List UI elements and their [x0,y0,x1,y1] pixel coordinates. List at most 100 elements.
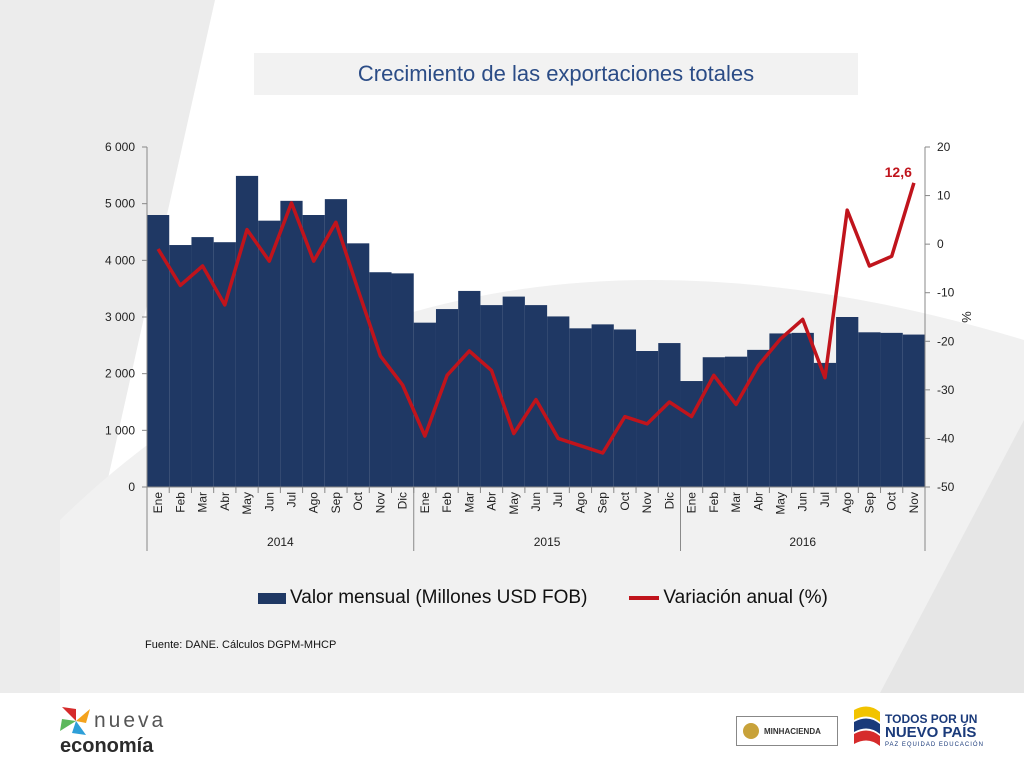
legend-bar-label: Valor mensual (Millones USD FOB) [290,587,588,608]
right-tick-label: -10 [937,286,955,300]
bar [613,329,637,487]
right-axis-label: % [959,311,974,323]
legend-line-swatch [629,596,660,600]
pinwheel-icon [60,707,90,735]
left-tick-label: 2 000 [105,367,135,381]
right-tick-label: -50 [937,480,955,494]
bar [569,328,592,487]
bar [347,243,370,487]
bar [280,200,303,488]
bar [880,332,903,487]
right-tick-label: 20 [937,140,951,154]
month-label: Ago [307,492,321,514]
month-label: Oct [351,491,365,510]
left-tick-label: 4 000 [105,253,135,267]
labels: 0 1 000 2 000 3 000 4 000 5 000 6 000 -50 -40 -30… [105,140,974,549]
bar [302,215,325,487]
last-value-annotation: 12,6 [885,164,912,180]
year-label: 2015 [534,535,561,549]
right-tick-label: -20 [937,334,955,348]
bar [702,357,725,487]
month-label: Jul [284,492,298,507]
right-tick-label: -40 [937,431,955,445]
right-tick-label: 10 [937,189,951,203]
month-label: Abr [485,492,499,511]
month-label: Jun [796,492,810,511]
bar [547,316,570,487]
month-label: Oct [885,491,899,510]
month-label: Mar [729,492,743,513]
chart-title: Crecimiento de las exportaciones totales [357,61,755,86]
bar [369,272,392,487]
chart-title-box: Crecimiento de las exportaciones totales [254,53,858,95]
right-tick-label: 0 [937,237,944,251]
month-label: Nov [907,492,921,513]
minhacienda-logo: MINHACIENDA [736,716,838,746]
bar [902,334,925,487]
month-label: Abr [218,492,232,511]
axes [142,146,930,551]
bar [836,317,859,487]
bar [724,356,748,487]
left-tick-label: 5 000 [105,197,135,211]
left-tick-label: 6 000 [105,140,135,154]
month-label: Nov [373,492,387,513]
bar [747,349,770,487]
month-label: Ago [840,492,854,514]
month-label: Sep [329,492,343,514]
bar [324,199,348,487]
bar [213,242,236,487]
month-label: Ago [573,492,587,514]
legend: Valor mensual (Millones USD FOB) Variaci… [258,584,828,612]
bar [435,309,459,487]
bar [191,237,214,487]
bar [235,175,259,487]
variation-line [156,182,916,455]
left-tick-label: 0 [128,480,135,494]
bar [391,273,414,487]
month-label: Jun [529,492,543,511]
bar [524,305,548,487]
month-label: Dic [662,492,676,509]
bar [813,362,837,487]
bar [680,381,703,487]
month-label: Mar [196,492,210,513]
bar [769,333,792,487]
footer [0,693,1024,768]
seal-icon [743,723,759,739]
bar [858,332,881,487]
bar [413,322,436,487]
month-label: Ene [151,492,165,514]
bar [147,215,170,487]
month-label: Ene [418,492,432,514]
bar [258,220,281,487]
year-label: 2016 [789,535,816,549]
month-label: Abr [751,492,765,511]
bar [791,332,814,487]
bar [658,343,681,487]
nueva-economia-logo: nueva economía [56,703,196,761]
todos-por-un-nuevo-pais-logo: TODOS POR UN NUEVO PAÍS PAZ EQUIDAD EDUC… [850,702,983,758]
month-label: Ene [685,492,699,514]
left-tick-label: 1 000 [105,423,135,437]
bar [502,296,525,487]
source-note: Fuente: DANE. Cálculos DGPM-MHCP [145,639,337,651]
year-label: 2014 [267,535,294,549]
month-label: May [774,492,788,515]
legend-bar-swatch [258,592,286,604]
month-label: May [507,492,521,515]
month-label: Feb [440,492,454,513]
month-label: Jul [551,492,565,507]
left-tick-label: 3 000 [105,310,135,324]
line-series [156,182,916,455]
month-label: May [240,492,254,515]
bar [169,245,192,487]
month-label: Dic [396,492,410,509]
month-label: Jun [262,492,276,511]
month-label: Jul [818,492,832,507]
month-label: Feb [707,492,721,513]
month-label: Mar [462,492,476,513]
bar [480,305,503,487]
bar [636,351,659,487]
